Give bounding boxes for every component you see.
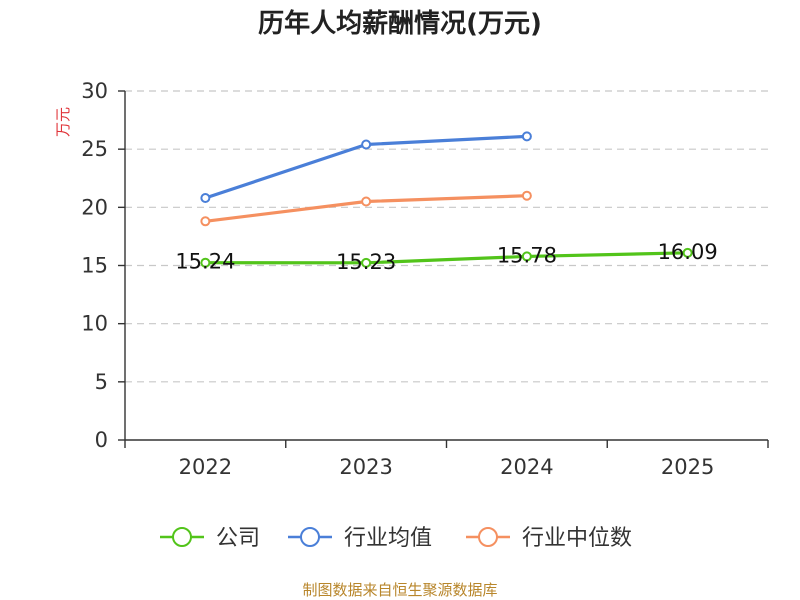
data-point [200,193,211,204]
legend-marker [300,527,320,547]
y-tick-label: 0 [95,428,108,452]
series-layer [200,131,693,268]
data-point [200,216,211,227]
x-tick-label: 2025 [661,455,714,479]
grid-lines [125,90,768,383]
y-tick-label: 10 [81,312,108,336]
y-tick-label: 30 [81,79,108,103]
data-label: 15.23 [336,250,396,274]
x-tick-label: 2024 [500,455,553,479]
data-point [682,247,693,258]
x-tick-label: 2022 [179,455,232,479]
data-point [361,196,372,207]
data-point [200,257,211,268]
legend-marker [172,527,192,547]
data-point [521,251,532,262]
data-point [361,257,372,268]
y-tick-label: 25 [81,137,108,161]
y-tick-label: 15 [81,254,108,278]
data-point [521,190,532,201]
y-axis-label: 万元 [54,107,72,137]
legend-label: 行业中位数 [522,526,632,551]
data-source-note: 制图数据来自恒生聚源数据库 [302,581,497,599]
legend-label: 公司 [216,526,260,551]
data-point [521,131,532,142]
y-tick-label: 5 [95,370,108,394]
data-label: 15.78 [497,243,557,267]
chart-title: 历年人均薪酬情况(万元) [258,8,542,39]
legend: 公司 行业均值 行业中位数 [160,526,632,551]
data-label: 16.09 [658,240,718,264]
y-tick-label: 20 [81,195,108,219]
data-point [361,139,372,150]
data-labels: 15.24 15.23 15.78 16.09 [175,240,717,274]
legend-marker [478,527,498,547]
data-label: 15.24 [175,250,235,274]
legend-label: 行业均值 [344,526,432,551]
x-tick-label: 2023 [339,455,392,479]
series-line-0 [205,251,688,265]
